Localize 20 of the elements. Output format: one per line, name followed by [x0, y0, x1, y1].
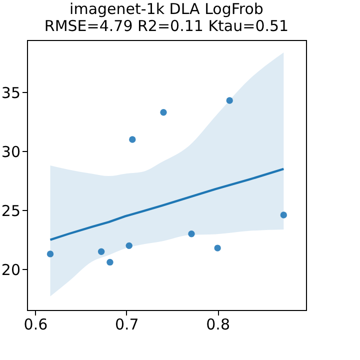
- chart-subtitle: RMSE=4.79 R2=0.11 Ktau=0.51: [44, 17, 289, 35]
- chart-title: imagenet-1k DLA LogFrob: [70, 0, 264, 18]
- x-tick-label: 0.8: [206, 316, 230, 334]
- x-tick-label: 0.6: [24, 316, 48, 334]
- point: [129, 136, 136, 143]
- point: [98, 248, 105, 255]
- y-tick-label: 25: [1, 202, 20, 220]
- y-tick-label: 30: [1, 142, 20, 161]
- point: [126, 242, 132, 250]
- line-series: [49, 168, 285, 241]
- y-tick-label: 20: [1, 260, 20, 279]
- point: [160, 108, 167, 116]
- point: [106, 258, 114, 266]
- point: [46, 250, 54, 258]
- x-tick-label: 0.7: [114, 316, 139, 334]
- y-tick-label: 35: [1, 84, 20, 102]
- point: [188, 230, 195, 238]
- point: [226, 97, 233, 104]
- point: [214, 244, 221, 252]
- point: [280, 212, 288, 218]
